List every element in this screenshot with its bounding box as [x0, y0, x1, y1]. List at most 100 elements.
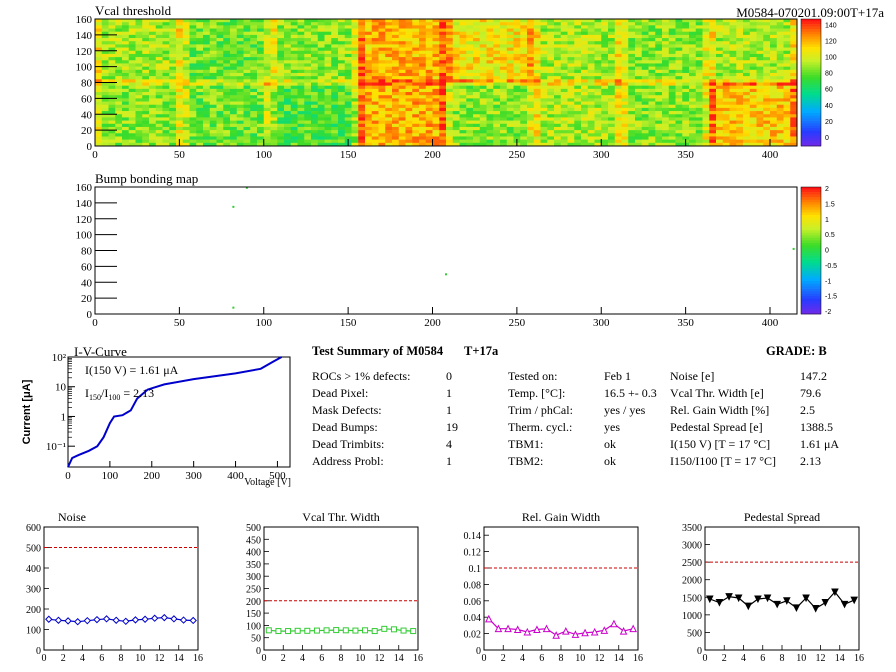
heat-cell	[196, 114, 204, 118]
heat-cell	[358, 114, 366, 118]
heat-cell	[317, 117, 325, 121]
heat-cell	[425, 111, 433, 115]
heat-cell	[371, 22, 379, 26]
heat-cell	[554, 123, 562, 128]
heat-cell	[763, 85, 771, 90]
summary-value: ok	[604, 437, 616, 451]
heat-cell	[378, 44, 386, 48]
heat-cell	[135, 88, 143, 93]
heat-cell	[459, 139, 467, 144]
heat-cell	[189, 85, 197, 90]
heat-cell	[621, 88, 629, 93]
heat-cell	[513, 123, 521, 128]
heat-cell	[648, 95, 656, 99]
heat-cell	[425, 107, 433, 112]
heat-cell	[324, 114, 332, 118]
heat-cell	[344, 123, 352, 128]
heat-cell	[776, 88, 784, 93]
heat-cell	[230, 28, 238, 32]
heat-cell	[763, 88, 771, 93]
summary-label: Dead Bumps:	[312, 420, 378, 434]
heat-cell	[284, 63, 292, 67]
heat-cell	[385, 98, 393, 102]
heat-cell	[763, 72, 771, 77]
heat-cell	[513, 66, 521, 71]
heat-cell	[284, 107, 292, 112]
series-line	[268, 628, 414, 632]
heat-cell	[749, 28, 757, 32]
heat-cell	[351, 25, 359, 29]
heat-cell	[324, 60, 332, 64]
heat-cell	[702, 85, 710, 90]
heat-cell	[459, 92, 467, 96]
data-point	[352, 627, 359, 634]
heat-cell	[682, 130, 690, 134]
heat-cell	[412, 136, 420, 140]
heat-cell	[540, 111, 548, 115]
heat-cell	[783, 66, 791, 71]
heat-cell	[513, 130, 521, 134]
data-point	[763, 594, 772, 603]
heat-cell	[128, 88, 136, 93]
heat-cell	[743, 41, 751, 45]
heat-cell	[473, 53, 481, 58]
heat-cell	[506, 69, 514, 74]
heat-cell	[446, 123, 454, 128]
heat-cell	[527, 133, 535, 137]
heat-cell	[223, 41, 231, 45]
heat-cell	[230, 69, 238, 74]
heat-cell	[533, 41, 541, 45]
heat-cell	[317, 50, 325, 55]
heat-cell	[736, 92, 744, 96]
heat-cell	[250, 107, 258, 112]
heat-cell	[675, 34, 683, 39]
heat-cell	[209, 63, 217, 67]
heat-cell	[621, 104, 629, 109]
heat-cell	[621, 44, 629, 48]
heat-cell	[162, 130, 170, 134]
heat-cell	[621, 28, 629, 32]
heat-cell	[439, 25, 447, 29]
heat-cell	[196, 38, 204, 42]
heat-cell	[290, 133, 298, 137]
heat-cell	[722, 101, 730, 106]
heat-cell	[142, 41, 150, 45]
heat-cell	[716, 98, 724, 102]
heat-cell	[432, 79, 440, 83]
heat-cell	[722, 72, 730, 77]
heat-cell	[297, 88, 305, 93]
heat-cell	[392, 88, 400, 93]
palette-tick-label: 60	[825, 87, 833, 94]
heat-cell	[142, 92, 150, 96]
heat-cell	[176, 19, 184, 23]
heat-cell	[749, 50, 757, 55]
heat-cell	[405, 47, 413, 52]
heat-cell	[506, 85, 514, 90]
heat-cell	[196, 57, 204, 61]
heat-cell	[506, 22, 514, 26]
heat-cell	[601, 92, 609, 96]
heat-cell	[473, 31, 481, 36]
heat-cell	[574, 104, 582, 109]
heat-cell	[547, 79, 555, 83]
heat-cell	[358, 53, 366, 58]
heat-cell	[763, 66, 771, 71]
iv-title: I-V-Curve	[74, 344, 127, 359]
heat-cell	[662, 60, 670, 64]
heat-cell	[689, 95, 697, 99]
heat-cell	[378, 95, 386, 99]
heat-cell	[405, 76, 413, 80]
heat-cell	[756, 66, 764, 71]
data-point	[744, 602, 753, 611]
heat-cell	[540, 104, 548, 109]
heat-cell	[331, 117, 339, 121]
heat-cell	[250, 31, 258, 36]
heat-cell	[682, 72, 690, 77]
heat-cell	[230, 79, 238, 83]
heat-cell	[236, 126, 244, 131]
heat-cell	[560, 28, 568, 32]
heat-cell	[128, 25, 136, 29]
heat-cell	[594, 22, 602, 26]
heat-cell	[695, 107, 703, 112]
heat-cell	[641, 72, 649, 77]
